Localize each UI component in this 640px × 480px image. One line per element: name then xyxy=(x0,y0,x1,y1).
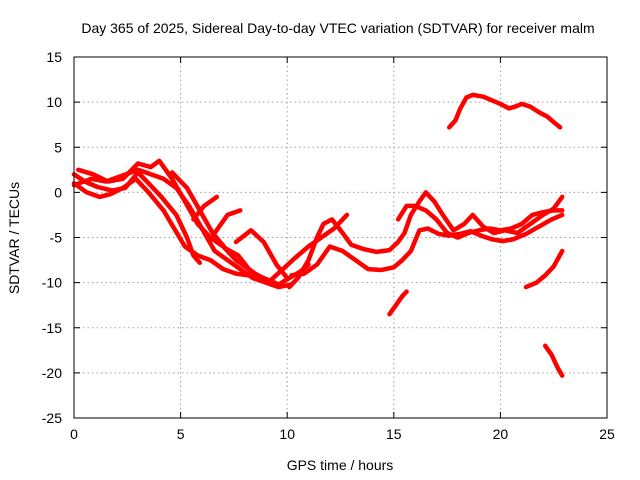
series-trace-13 xyxy=(446,92,563,130)
y-tick-label: -10 xyxy=(42,275,62,291)
series-trace-12 xyxy=(395,203,565,240)
series-trace-15 xyxy=(523,248,565,290)
y-axis-label: SDTVAR / TECUs xyxy=(6,182,22,294)
y-tick-label: -20 xyxy=(42,365,62,381)
series-trace-2 xyxy=(71,170,203,266)
y-tick-label: -15 xyxy=(42,320,62,336)
series-trace-9 xyxy=(267,212,350,284)
y-tick-label: -25 xyxy=(42,410,62,426)
series-trace-7 xyxy=(212,208,243,236)
y-tick-label: 0 xyxy=(54,184,62,200)
series-trace-11 xyxy=(289,212,565,278)
tick-layer: 0 5 10 15 20 25 15 10 5 0 -5 -10 -15 -20 -25 xyxy=(42,49,615,442)
grid-layer xyxy=(74,57,607,418)
x-tick-label: 15 xyxy=(386,426,402,442)
series-trace-3 xyxy=(71,176,277,288)
y-tick-label: 15 xyxy=(46,49,62,65)
x-tick-label: 20 xyxy=(493,426,509,442)
trace-layer xyxy=(71,92,565,378)
x-tick-label: 10 xyxy=(279,426,295,442)
series-trace-16 xyxy=(542,343,565,378)
x-axis-label: GPS time / hours xyxy=(287,457,394,473)
series-trace-14 xyxy=(387,289,409,317)
chart-title: Day 365 of 2025, Sidereal Day-to-day VTE… xyxy=(81,20,594,36)
y-tick-label: -5 xyxy=(50,230,63,246)
x-tick-label: 0 xyxy=(70,426,78,442)
series-trace-10 xyxy=(287,190,565,290)
y-tick-label: 5 xyxy=(54,139,62,155)
x-tick-label: 5 xyxy=(177,426,185,442)
series-trace-4 xyxy=(76,158,277,285)
series-trace-6 xyxy=(191,194,220,222)
x-tick-label: 25 xyxy=(599,426,615,442)
y-tick-label: 10 xyxy=(46,94,62,110)
